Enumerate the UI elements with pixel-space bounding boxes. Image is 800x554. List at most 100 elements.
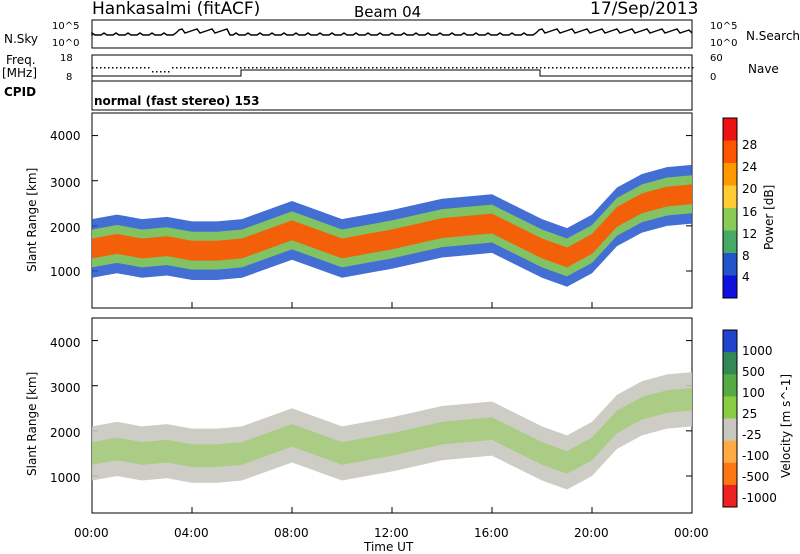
freq-dot [236,67,238,69]
freq-dot [408,67,410,69]
velocity-cbar-tick: 500 [742,365,765,379]
velocity-colorbar-cell [723,374,737,397]
freq-dot [212,67,214,69]
freq-label-1: Freq. [6,53,36,67]
power-ytick: 2000 [50,221,81,235]
freq-dot [168,71,170,73]
freq-dot [256,67,258,69]
freq-dot [316,67,318,69]
freq-dot [96,67,98,69]
freq-dot [328,67,330,69]
freq-dot [632,67,634,69]
freq-dot [404,67,406,69]
freq-dot [204,67,206,69]
freq-dot [240,67,242,69]
freq-dot [300,67,302,69]
freq-dot [452,67,454,69]
velocity-echo-core [92,387,692,474]
freq-dot [232,67,234,69]
freq-dot [600,67,602,69]
freq-dot [372,67,374,69]
freq-dot [400,67,402,69]
freq-dot [260,67,262,69]
date-title: 17/Sep/2013 [590,0,699,19]
freq-dot [352,67,354,69]
station-title: Hankasalmi (fitACF) [92,0,261,19]
freq-dot [388,67,390,69]
nsky-trace [91,28,693,36]
velocity-ytick: 3000 [50,381,81,395]
freq-dot [312,67,314,69]
x-tick: 00:00 [74,526,109,540]
freq-dot [692,67,694,69]
freq-dot [660,67,662,69]
power-colorbar-cell [723,275,737,299]
x-tick: 20:00 [574,526,609,540]
freq-dot [160,71,162,73]
nsearch-min: 10^0 [710,38,738,49]
freq-dot [540,67,542,69]
power-cbar-tick: 24 [742,160,758,174]
freq-dot [544,67,546,69]
freq-dot [176,67,178,69]
freq-dot [396,67,398,69]
freq-dot [608,67,610,69]
freq-dot [528,67,530,69]
freq-dot [140,67,142,69]
freq-dot [468,67,470,69]
freq-dot [296,67,298,69]
freq-dot [596,67,598,69]
cpid-value: normal (fast stereo) 153 [94,94,260,108]
freq-dot [516,67,518,69]
freq-dot [392,67,394,69]
freq-dot [440,67,442,69]
freq-dot [228,67,230,69]
freq-dot [268,67,270,69]
freq-dot [152,71,154,73]
freq-dot [292,67,294,69]
freq-dot [588,67,590,69]
freq-dot [384,67,386,69]
power-cbar-tick: 20 [742,182,758,196]
freq-dot [568,67,570,69]
freq-dot [304,67,306,69]
freq-dot [476,67,478,69]
freq-dot [512,67,514,69]
freq-dot [276,67,278,69]
x-axis-title: Time UT [364,540,414,554]
freq-dot [184,67,186,69]
power-ytick: 1000 [50,265,81,279]
freq-dot [208,67,210,69]
freq-dot [508,67,510,69]
power-colorbar-cell [723,118,737,141]
freq-dot [648,67,650,69]
power-ytick: 4000 [50,129,81,143]
freq-dot [288,67,290,69]
freq-dot [336,67,338,69]
x-tick: 16:00 [474,526,509,540]
freq-dot [332,67,334,69]
freq-dot [432,67,434,69]
cpid-panel [91,80,693,111]
freq-dot [620,67,622,69]
freq-dot [448,67,450,69]
beam-title: Beam 04 [354,3,422,21]
velocity-colorbar-cell [723,418,737,442]
cpid-label: CPID [4,85,37,99]
nsky-min: 10^0 [52,38,80,49]
freq-dot [496,67,498,69]
power-colorbar-cell [723,163,737,186]
freq-dot [436,67,438,69]
freq-dot [640,67,642,69]
freq-dot [164,71,166,73]
freq-dot [560,67,562,69]
velocity-colorbar [722,329,738,508]
velocity-colorbar-cell [723,440,737,464]
freq-dot [664,67,666,69]
freq-dot [108,67,110,69]
freq-dot [188,67,190,69]
freq-dot [676,67,678,69]
freq-dot [344,67,346,69]
